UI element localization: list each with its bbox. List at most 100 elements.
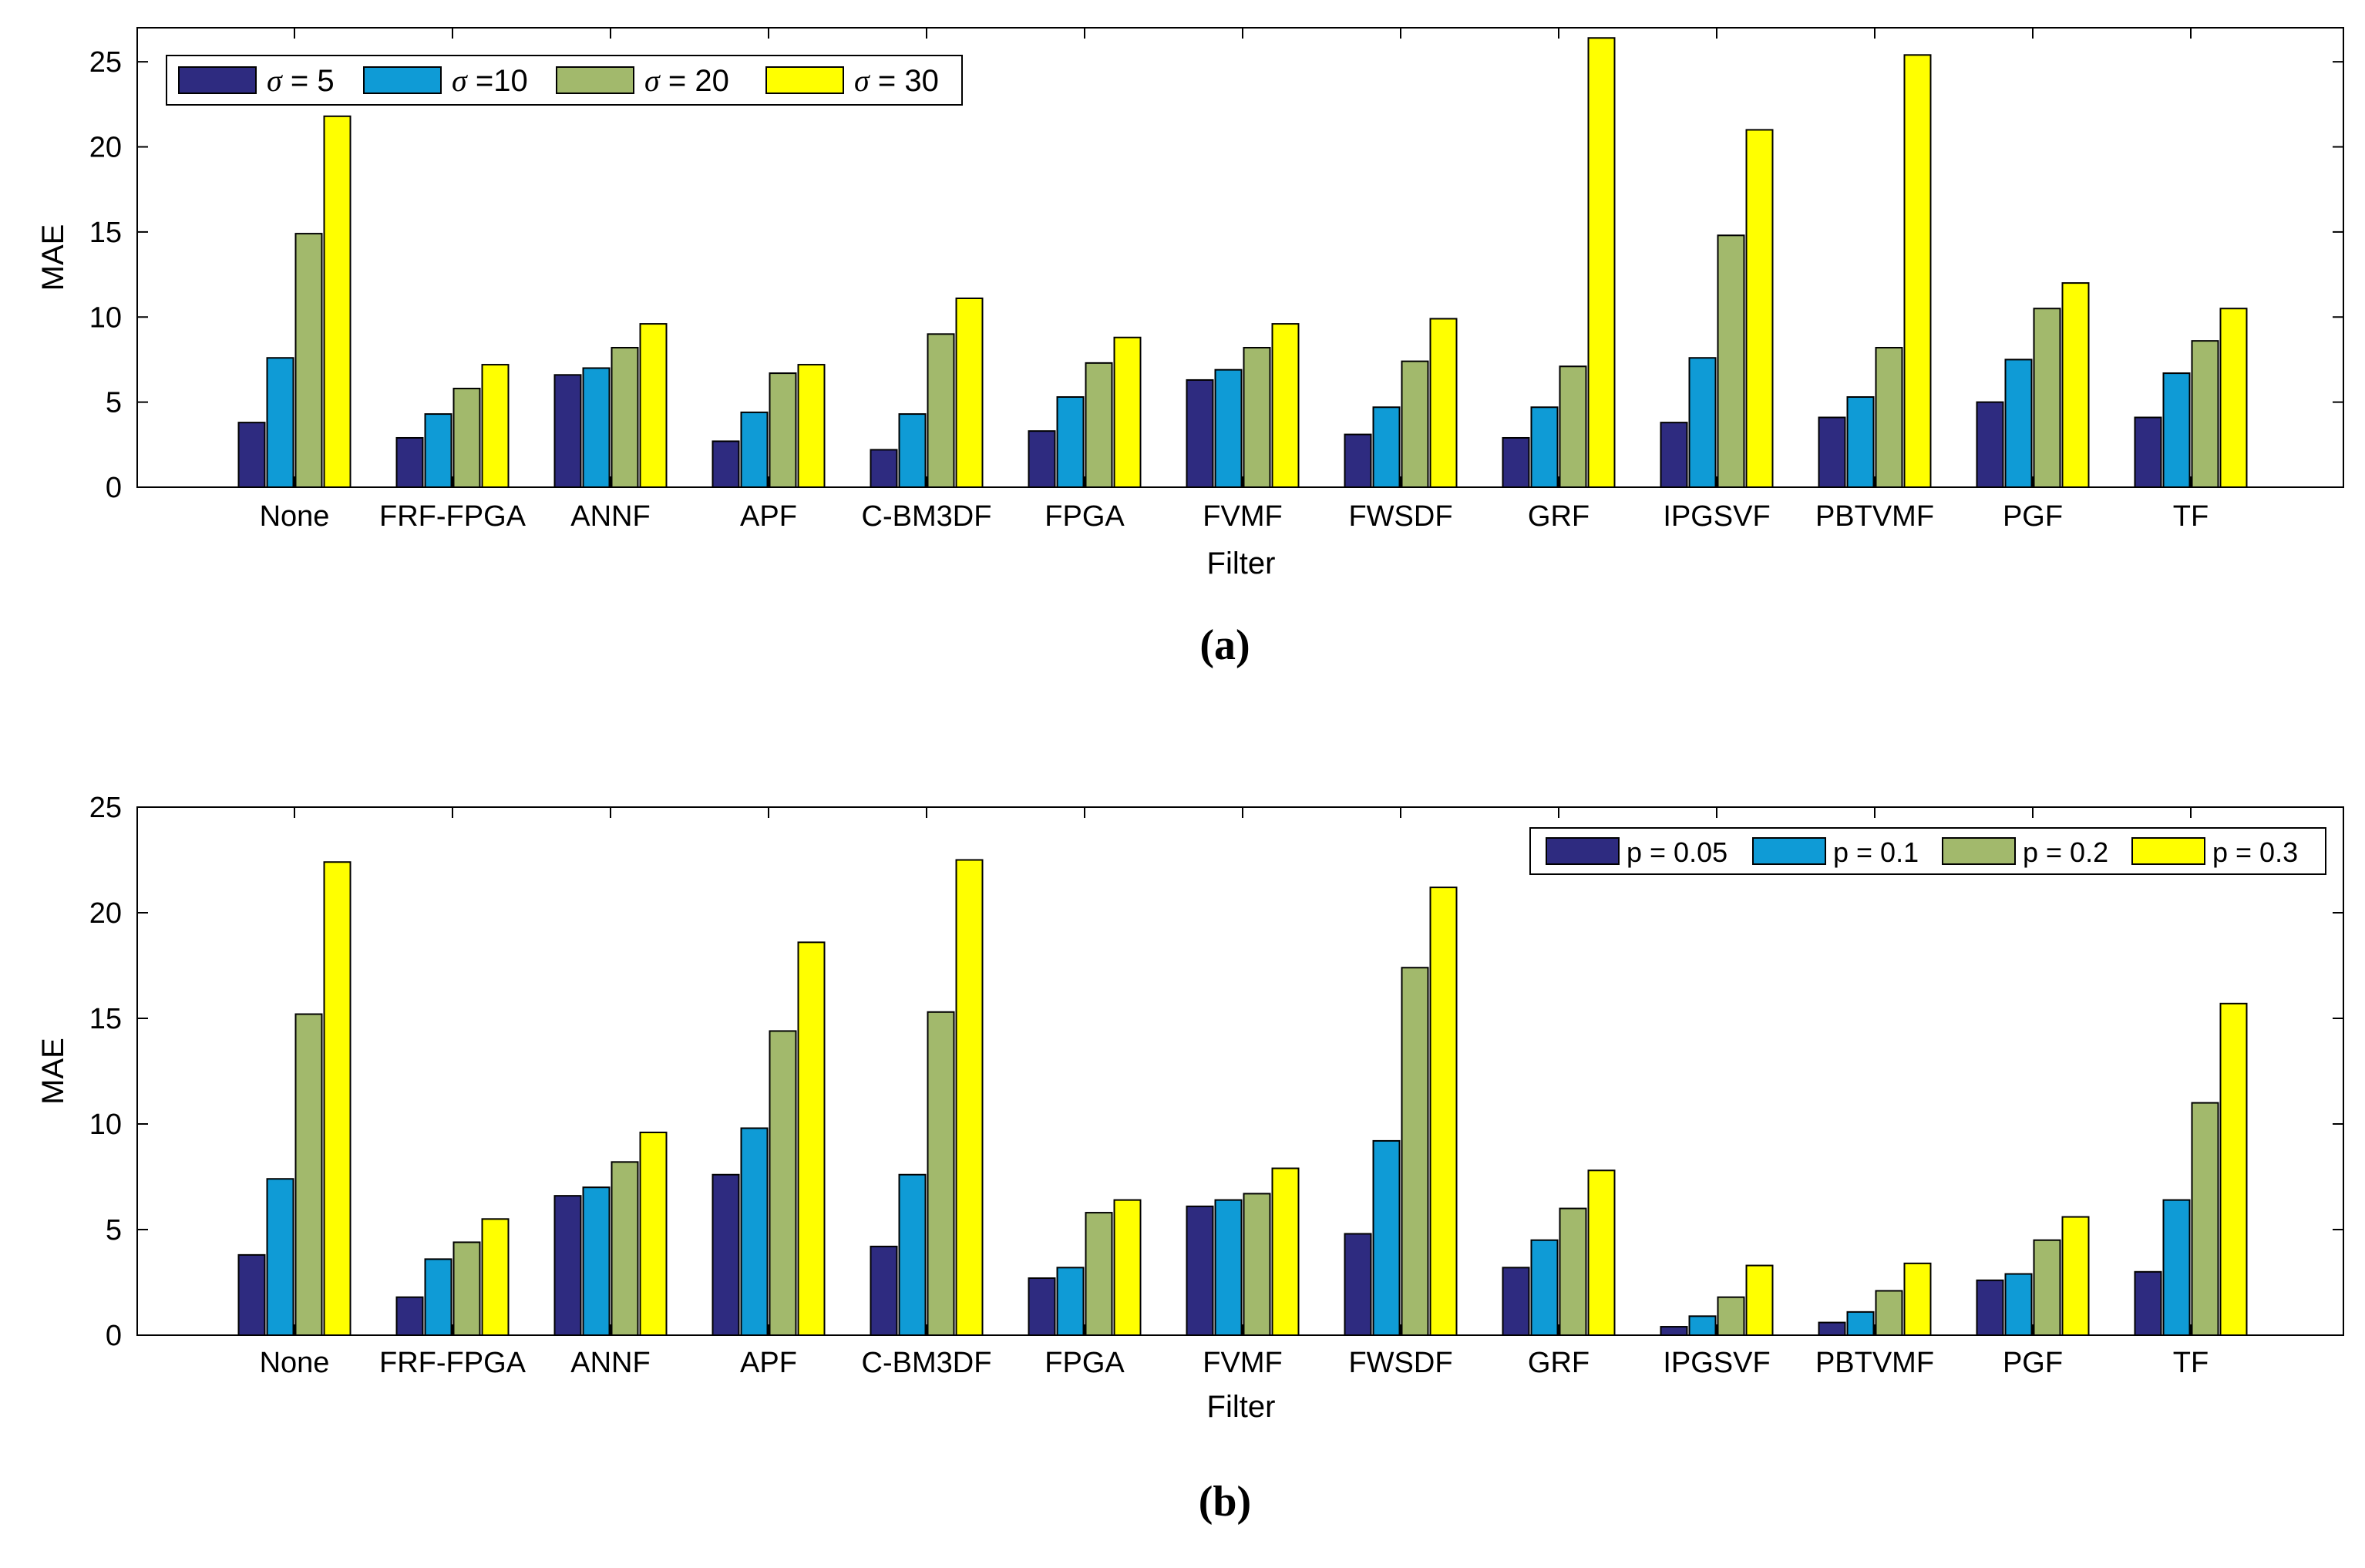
bar-FPGA-s3 bbox=[1085, 1212, 1113, 1336]
legend-swatch bbox=[1546, 837, 1620, 865]
bar-GRF-s1 bbox=[1502, 436, 1530, 488]
bar-TF-s1 bbox=[2134, 416, 2162, 488]
x-tick-label: PGF bbox=[2003, 500, 2063, 533]
legend-label: σ =10 bbox=[452, 63, 528, 98]
bar-PBTVMF-s2 bbox=[1846, 396, 1875, 488]
legend-swatch bbox=[1942, 837, 2016, 865]
bar-FRF-FPGA-s2 bbox=[424, 1258, 452, 1336]
x-tick-label: APF bbox=[740, 500, 797, 533]
bar-FVMF-s4 bbox=[1271, 323, 1300, 489]
bar-ANNF-s4 bbox=[639, 1131, 668, 1336]
bar-APF-s1 bbox=[712, 1173, 740, 1337]
bar-None-s4 bbox=[323, 861, 352, 1336]
bar-FPGA-s2 bbox=[1056, 1267, 1085, 1336]
bar-FWSDF-s2 bbox=[1372, 1139, 1401, 1337]
bar-TF-s3 bbox=[2191, 340, 2219, 488]
bar-APF-s1 bbox=[712, 440, 740, 489]
bar-PGF-s2 bbox=[2004, 1273, 2033, 1337]
bar-TF-s2 bbox=[2162, 372, 2191, 488]
legend-label: σ = 20 bbox=[644, 63, 729, 98]
bar-FRF-FPGA-s1 bbox=[395, 436, 424, 488]
chart-a: 0 5 10 15 20 25 None FRF-FPGA ANNF APF C-BM3DF FPGA… bbox=[36, 27, 2344, 669]
panel-label: (b) bbox=[1199, 1478, 1251, 1526]
x-tick-label: ANNF bbox=[570, 1347, 650, 1379]
x-tick-label: None bbox=[260, 500, 330, 533]
bar-ANNF-s2 bbox=[582, 367, 611, 488]
bar-C-BM3DF-s4 bbox=[955, 859, 984, 1336]
bar-FVMF-s1 bbox=[1186, 1205, 1214, 1336]
bar-FWSDF-s3 bbox=[1401, 967, 1429, 1336]
bar-FVMF-s2 bbox=[1214, 368, 1243, 489]
bar-IPGSVF-s3 bbox=[1717, 1296, 1745, 1337]
chart-b: 0 5 10 15 20 25 None FRF-FPGA ANNF APF C-BM3DF FPGA… bbox=[36, 792, 2344, 1526]
bar-FPGA-s4 bbox=[1113, 1199, 1142, 1337]
legend-label: σ = 5 bbox=[267, 63, 335, 98]
bar-PBTVMF-s3 bbox=[1875, 1290, 1903, 1336]
bar-IPGSVF-s4 bbox=[1745, 129, 1774, 488]
bar-PGF-s3 bbox=[2033, 308, 2061, 488]
x-tick-label: GRF bbox=[1528, 1347, 1590, 1379]
x-axis-label: Filter bbox=[1207, 1390, 1276, 1424]
bar-None-s2 bbox=[266, 357, 294, 488]
x-tick-label: PGF bbox=[2003, 1347, 2063, 1379]
bar-FPGA-s4 bbox=[1113, 336, 1142, 488]
bar-IPGSVF-s4 bbox=[1745, 1264, 1774, 1336]
y-tick-label: 0 bbox=[106, 1320, 122, 1352]
bar-ANNF-s3 bbox=[611, 346, 639, 488]
legend-label: p = 0.1 bbox=[1833, 836, 1919, 868]
bar-PBTVMF-s1 bbox=[1818, 1321, 1846, 1337]
x-tick-label: C-BM3DF bbox=[862, 500, 992, 533]
y-tick-label: 5 bbox=[106, 1214, 122, 1247]
bar-C-BM3DF-s4 bbox=[955, 297, 984, 488]
bar-FRF-FPGA-s3 bbox=[452, 1241, 481, 1336]
bar-PBTVMF-s3 bbox=[1875, 346, 1903, 488]
bar-FWSDF-s2 bbox=[1372, 406, 1401, 488]
x-tick-label: FVMF bbox=[1203, 1347, 1282, 1379]
bar-APF-s2 bbox=[740, 1127, 769, 1336]
bar-FRF-FPGA-s1 bbox=[395, 1296, 424, 1337]
bar-None-s3 bbox=[294, 1013, 323, 1337]
bar-ANNF-s1 bbox=[553, 374, 582, 488]
legend-swatch bbox=[1752, 837, 1826, 865]
legend-swatch bbox=[556, 66, 634, 94]
bar-FVMF-s4 bbox=[1271, 1167, 1300, 1337]
bar-TF-s4 bbox=[2219, 308, 2248, 488]
bar-GRF-s2 bbox=[1530, 1239, 1559, 1336]
x-tick-label: GRF bbox=[1528, 500, 1590, 533]
bar-PBTVMF-s4 bbox=[1903, 54, 1932, 488]
x-tick-label: FPGA bbox=[1045, 500, 1125, 533]
bar-FRF-FPGA-s3 bbox=[452, 387, 481, 488]
y-tick-label: 20 bbox=[89, 897, 122, 930]
legend-label: p = 0.2 bbox=[2023, 836, 2108, 868]
x-tick-label: FRF-FPGA bbox=[379, 1347, 526, 1379]
x-axis-label: Filter bbox=[1207, 547, 1276, 580]
x-tick-label: PBTVMF bbox=[1815, 500, 1934, 533]
x-tick-label: FRF-FPGA bbox=[379, 500, 526, 533]
y-axis-label: MAE bbox=[36, 224, 70, 291]
legend-label: p = 0.05 bbox=[1627, 836, 1727, 868]
x-tick-label: IPGSVF bbox=[1663, 500, 1770, 533]
y-tick-label: 5 bbox=[106, 387, 122, 419]
bar-FPGA-s1 bbox=[1028, 1277, 1056, 1337]
bar-None-s1 bbox=[237, 1253, 266, 1337]
bar-PGF-s1 bbox=[1976, 1279, 2004, 1337]
bar-PGF-s4 bbox=[2061, 1216, 2090, 1337]
legend: σ = 5 σ =10 σ = 20 σ = 30 bbox=[166, 55, 963, 106]
bar-PGF-s2 bbox=[2004, 358, 2033, 489]
bar-APF-s4 bbox=[797, 364, 826, 489]
bar-PGF-s3 bbox=[2033, 1239, 2061, 1336]
bar-PBTVMF-s2 bbox=[1846, 1311, 1875, 1336]
y-tick-label: 10 bbox=[89, 1109, 122, 1141]
bar-None-s2 bbox=[266, 1178, 294, 1336]
legend-swatch bbox=[363, 66, 442, 94]
bar-ANNF-s1 bbox=[553, 1195, 582, 1337]
bar-FWSDF-s4 bbox=[1429, 318, 1458, 489]
bar-GRF-s3 bbox=[1559, 1207, 1587, 1336]
y-tick-label: 20 bbox=[89, 132, 122, 164]
bar-APF-s3 bbox=[769, 1030, 797, 1336]
bar-FPGA-s3 bbox=[1085, 362, 1113, 488]
bar-C-BM3DF-s1 bbox=[870, 449, 898, 488]
bar-ANNF-s4 bbox=[639, 323, 668, 489]
bar-TF-s2 bbox=[2162, 1199, 2191, 1337]
